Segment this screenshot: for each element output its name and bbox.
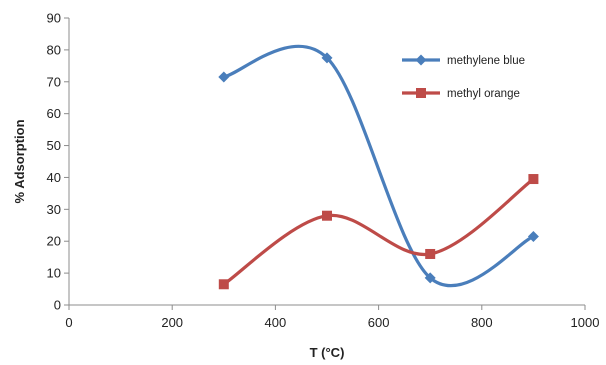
y-tick-label: 50 (47, 138, 61, 153)
legend-item: methyl orange (402, 88, 520, 100)
data-point (321, 52, 333, 64)
data-point (424, 272, 436, 284)
series-methyl-orange (218, 174, 539, 290)
data-point (527, 230, 539, 242)
legend: methylene blue methyl orange (402, 54, 525, 100)
data-point (218, 279, 229, 290)
legend-label: methylene blue (447, 55, 525, 67)
y-tick-label: 40 (47, 170, 61, 185)
y-tick-label: 30 (47, 202, 61, 217)
axes: 0 10 20 30 40 50 60 70 80 90 0 200 400 600 800 1000 (47, 11, 600, 331)
y-tick-label: 0 (54, 298, 61, 313)
legend-item: methylene blue (402, 54, 525, 67)
y-tick-label: 20 (47, 234, 61, 249)
x-tick-label: 1000 (571, 315, 600, 330)
y-tick-label: 80 (47, 42, 61, 57)
data-point (218, 71, 230, 83)
x-tick-label: 0 (65, 315, 72, 330)
series-layer (218, 44, 539, 290)
x-tick-label: 200 (161, 315, 183, 330)
series-methylene-blue (218, 44, 539, 288)
data-point (528, 174, 539, 185)
x-tick-label: 400 (265, 315, 287, 330)
data-point (322, 210, 332, 221)
data-point (425, 248, 436, 259)
legend-marker (415, 54, 427, 66)
series-line (222, 177, 535, 286)
y-tick-label: 90 (47, 11, 61, 26)
legend-marker (416, 88, 426, 98)
x-axis-title: T (°C) (310, 345, 345, 360)
series-line (222, 44, 535, 288)
x-tick-label: 600 (368, 315, 390, 330)
x-tick-label: 800 (471, 315, 493, 330)
y-tick-label: 10 (47, 266, 61, 281)
y-tick-label: 70 (47, 74, 61, 89)
legend-label: methyl orange (447, 88, 520, 100)
y-axis-title: % Adsorption (12, 119, 27, 203)
y-tick-label: 60 (47, 106, 61, 121)
